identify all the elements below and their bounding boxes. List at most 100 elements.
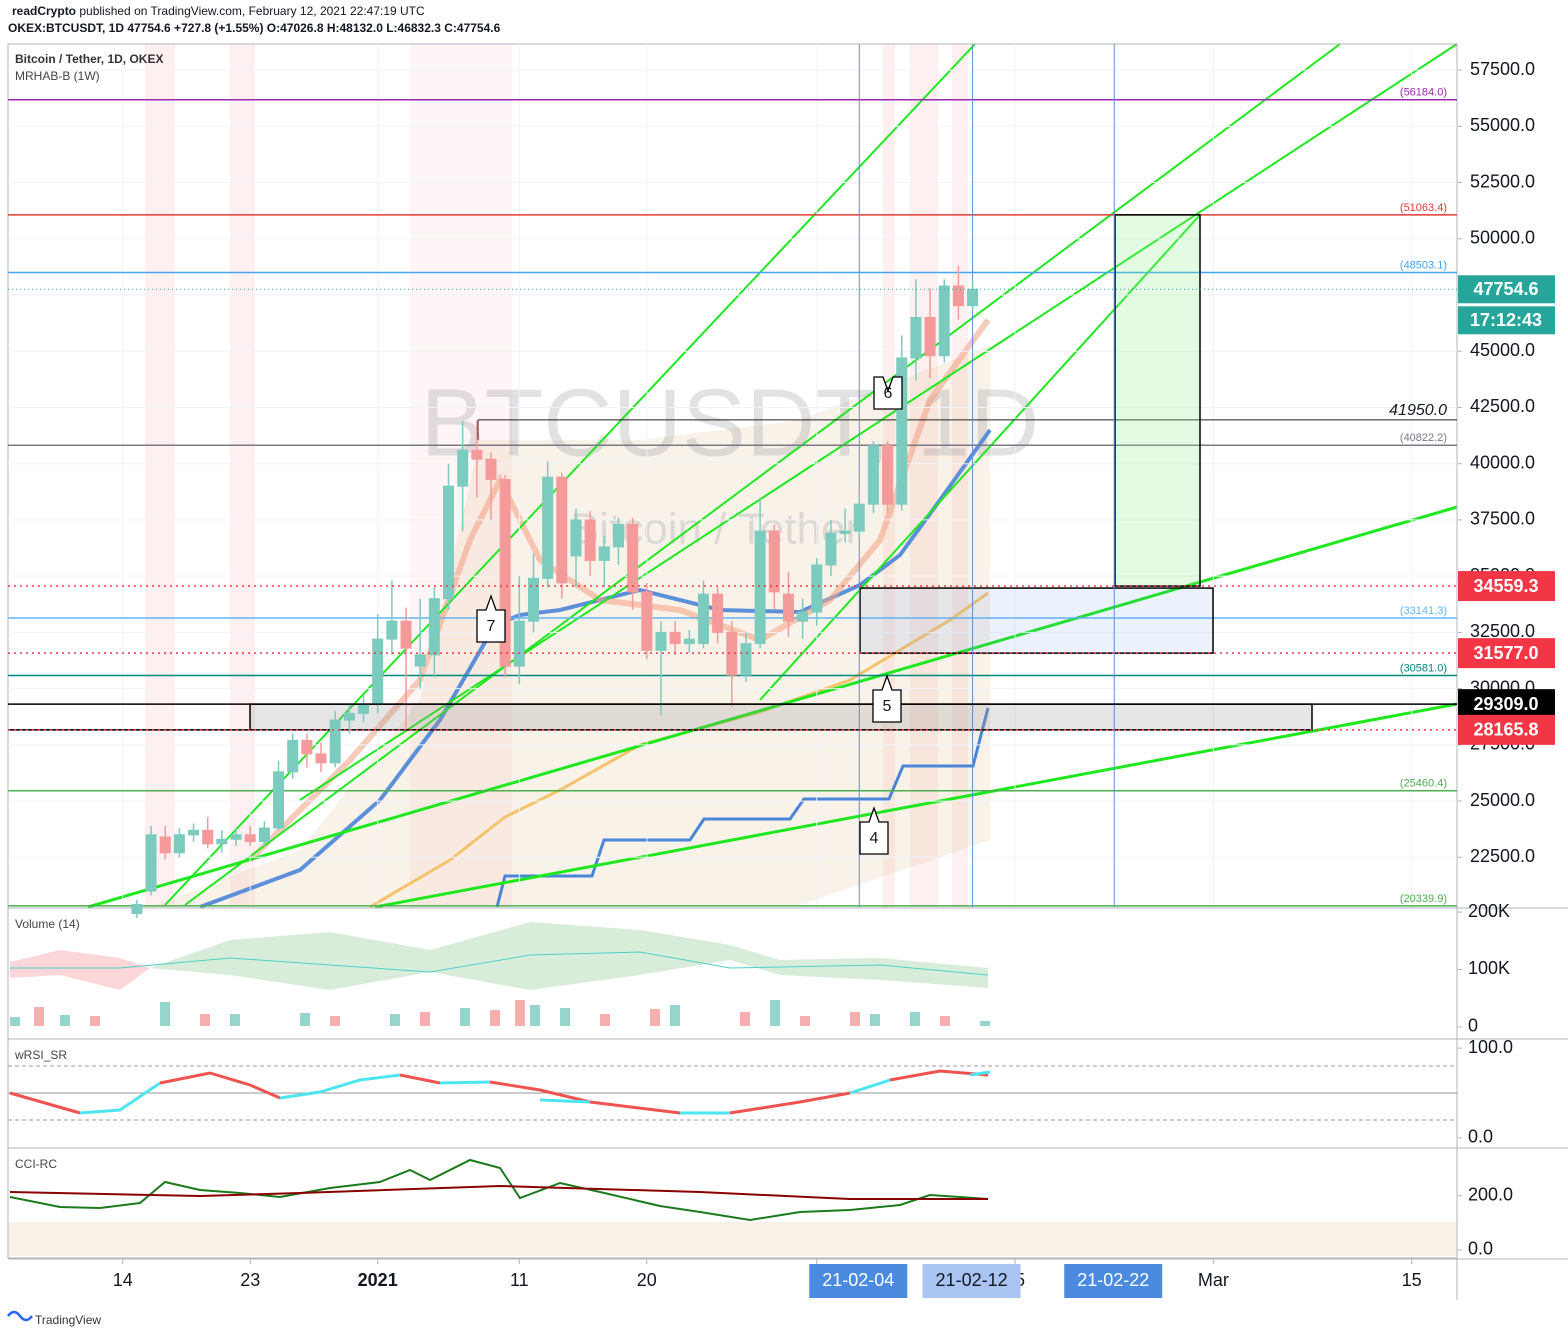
candle-body — [669, 631, 681, 645]
candle-body — [910, 316, 922, 359]
green-box — [1114, 214, 1201, 587]
y-tick-label: 57500.0 — [1470, 59, 1535, 79]
last-price-label: 47754.6 — [1473, 279, 1538, 299]
candle-body — [839, 530, 851, 534]
y-tick-label: 50000.0 — [1470, 228, 1535, 248]
wrsi-decor — [8, 1065, 1457, 1121]
candle-body — [825, 532, 837, 566]
y-tick-label: 22500.0 — [1470, 846, 1535, 866]
panel-title: Volume (14) — [15, 917, 80, 931]
y-tick-label: 40000.0 — [1470, 452, 1535, 472]
callout-label: 4 — [870, 830, 879, 847]
candle-body — [485, 458, 497, 480]
candle-body — [882, 445, 894, 505]
candle-body — [797, 611, 809, 622]
candle-body — [131, 904, 143, 915]
panel-frames — [7, 43, 1568, 1300]
level-label: (56184.0) — [1400, 87, 1447, 99]
price-mark-box — [1458, 571, 1555, 602]
level-label: (48503.1) — [1400, 259, 1447, 271]
level-label: (25460.4) — [1400, 778, 1447, 790]
callout-label: 7 — [487, 618, 496, 635]
candle-body — [230, 834, 242, 840]
level-label: (30581.0) — [1400, 662, 1447, 674]
published: published on TradingView.com, February 1… — [79, 4, 425, 18]
date-label: 21-02-22 — [1077, 1270, 1149, 1290]
panel-tick-label: 0.0 — [1468, 1239, 1493, 1259]
panel-title: CCI-RC — [15, 1157, 57, 1171]
callout-bubble — [476, 594, 506, 643]
candle-body — [244, 834, 256, 843]
callout-bubble — [859, 806, 889, 855]
level-label: (33141.3) — [1400, 605, 1447, 617]
x-tick-label: 15 — [1402, 1270, 1422, 1290]
legend-symbol: Bitcoin / Tether, 1D, OKEX — [15, 52, 163, 66]
candle-body — [867, 445, 879, 505]
candle-body — [938, 285, 950, 357]
level-label: (40822.2) — [1400, 432, 1447, 444]
y-tick-label: 55000.0 — [1470, 115, 1535, 135]
candle-body — [443, 485, 455, 600]
panel-tick-label: 0 — [1468, 1016, 1478, 1036]
candle-body — [570, 519, 582, 557]
panel-tick-label: 100K — [1468, 958, 1510, 978]
candle-body — [740, 643, 752, 676]
candle-body — [315, 753, 327, 764]
y-tick-label: 32500.0 — [1470, 621, 1535, 641]
candle-body — [386, 620, 398, 640]
y-tick-label: 25000.0 — [1470, 790, 1535, 810]
panel-title: wRSI_SR — [14, 1048, 67, 1062]
level-label: (20339.9) — [1400, 893, 1447, 905]
candle-body — [853, 503, 865, 532]
candle-body — [811, 564, 823, 613]
candle-body — [188, 829, 200, 836]
last-price-box — [1458, 275, 1555, 304]
author: readCrypto published on TradingView.com,… — [12, 4, 425, 18]
price-mark-label: 29309.0 — [1473, 694, 1538, 714]
candle-body — [641, 591, 653, 651]
candle-body — [542, 476, 554, 579]
x-tick-label: 14 — [113, 1270, 133, 1290]
candle-body — [202, 829, 214, 845]
panel-tick-label: 100.0 — [1468, 1037, 1513, 1057]
candle-body — [896, 357, 908, 505]
candle-body — [159, 836, 171, 854]
callout-bubble — [873, 376, 903, 410]
candle-body — [287, 739, 299, 773]
candle-body — [782, 593, 794, 622]
watermark-symbol: BTCUSDT, 1D — [421, 369, 1040, 476]
candle-body — [145, 834, 157, 892]
countdown-label: 17:12:43 — [1470, 310, 1542, 330]
x-tick-label: 11 — [510, 1270, 529, 1290]
candle-body — [358, 703, 370, 714]
candle-body — [612, 523, 624, 548]
candle-body — [556, 476, 568, 584]
candle-body — [400, 620, 412, 649]
candle-body — [499, 478, 511, 667]
panel-tick-label: 0.0 — [1468, 1127, 1493, 1147]
callout-bubble — [872, 674, 902, 723]
x-tick-label: 20 — [637, 1270, 657, 1290]
candle-body — [683, 638, 695, 645]
price-mark-box — [1458, 689, 1555, 720]
candle-body — [372, 638, 384, 705]
x-tick-label: 23 — [240, 1270, 260, 1290]
candle-body — [457, 449, 469, 487]
candle-body — [471, 449, 483, 460]
candle-body — [258, 827, 270, 843]
candle-body — [527, 577, 539, 622]
candle-body — [655, 631, 667, 651]
countdown-box — [1458, 306, 1555, 335]
candle-body — [598, 546, 610, 561]
volume-decor — [10, 922, 990, 1026]
candle-body — [952, 285, 964, 307]
panel-tick-label: 200.0 — [1468, 1185, 1513, 1205]
candle-body — [329, 719, 341, 764]
quote: OKEX:BTCUSDT, 1D 47754.6 +727.8 (+1.55%)… — [8, 21, 501, 35]
callout-label: 6 — [884, 385, 893, 402]
y-tick-label: 45000.0 — [1470, 340, 1535, 360]
candle-body — [697, 593, 709, 645]
candle-body — [428, 598, 440, 656]
candle-body — [414, 654, 426, 667]
